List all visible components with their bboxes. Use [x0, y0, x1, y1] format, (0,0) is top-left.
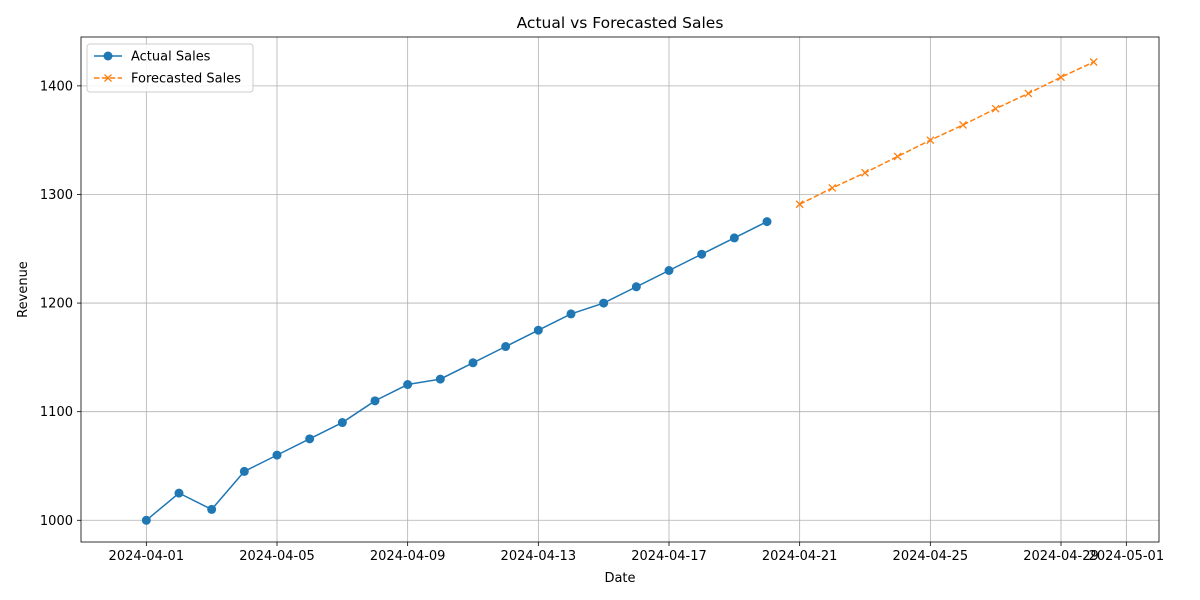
data-point: [1089, 58, 1098, 66]
data-point: [239, 466, 249, 476]
x-axis-label: Date: [604, 571, 635, 586]
y-axis-label: Revenue: [16, 261, 31, 318]
data-point: [1024, 89, 1033, 98]
x-tick-label: 2024-04-29: [1023, 549, 1099, 564]
series-layer: [141, 58, 1098, 525]
data-point: [370, 396, 380, 406]
x-tick-label: 2024-04-25: [893, 549, 969, 564]
data-point: [533, 325, 543, 335]
data-point: [664, 265, 674, 275]
data-point: [566, 309, 576, 319]
data-point: [893, 152, 902, 161]
data-point: [697, 249, 707, 259]
chart-title: Actual vs Forecasted Sales: [517, 14, 724, 32]
data-point: [468, 358, 478, 368]
data-point: [631, 282, 641, 292]
data-point: [174, 488, 184, 498]
x-tick-label: 2024-04-05: [239, 549, 315, 564]
x-tick-label: 2024-04-13: [501, 549, 577, 564]
y-tick-label: 1400: [40, 79, 73, 94]
data-point: [861, 168, 869, 177]
y-tick-label: 1100: [40, 405, 73, 420]
data-point: [795, 200, 804, 209]
data-point: [762, 217, 772, 227]
data-point: [729, 233, 739, 243]
x-tick-label: 2024-04-17: [631, 549, 707, 564]
legend-label: Actual Sales: [131, 50, 211, 65]
data-point: [991, 104, 1000, 113]
legend-marker: [103, 51, 113, 61]
grid: [81, 37, 1159, 542]
y-tick-label: 1200: [40, 297, 73, 312]
data-point: [959, 121, 967, 129]
y-tick-label: 1300: [40, 188, 73, 203]
data-point: [926, 136, 935, 145]
legend-marker: [104, 74, 112, 82]
data-point: [501, 342, 511, 352]
data-point: [828, 183, 837, 192]
data-point: [403, 380, 413, 390]
data-point: [599, 298, 609, 308]
data-point: [141, 515, 151, 525]
legend-label: Forecasted Sales: [131, 72, 241, 87]
y-axis: 1000 1100 1200 1300 1400: [40, 79, 81, 529]
x-tick-label: 2024-05-01: [1089, 549, 1165, 564]
data-point: [435, 374, 445, 384]
data-point: [207, 504, 217, 514]
data-point: [1057, 73, 1065, 82]
legend-box: [86, 43, 254, 93]
series-line: [799, 61, 1094, 205]
x-tick-label: 2024-04-01: [109, 549, 185, 564]
x-tick-label: 2024-04-09: [370, 549, 446, 564]
data-point: [272, 450, 282, 460]
data-point: [337, 418, 347, 428]
legend: Actual Sales Forecasted Sales: [86, 43, 254, 93]
x-axis: 2024-04-01 2024-04-05 2024-04-09 2024-04-13…: [109, 542, 1165, 564]
data-point: [305, 434, 315, 444]
y-tick-label: 1000: [40, 514, 73, 529]
x-tick-label: 2024-04-21: [762, 549, 838, 564]
plot-frame: [80, 36, 1160, 543]
series-line: [145, 220, 768, 521]
